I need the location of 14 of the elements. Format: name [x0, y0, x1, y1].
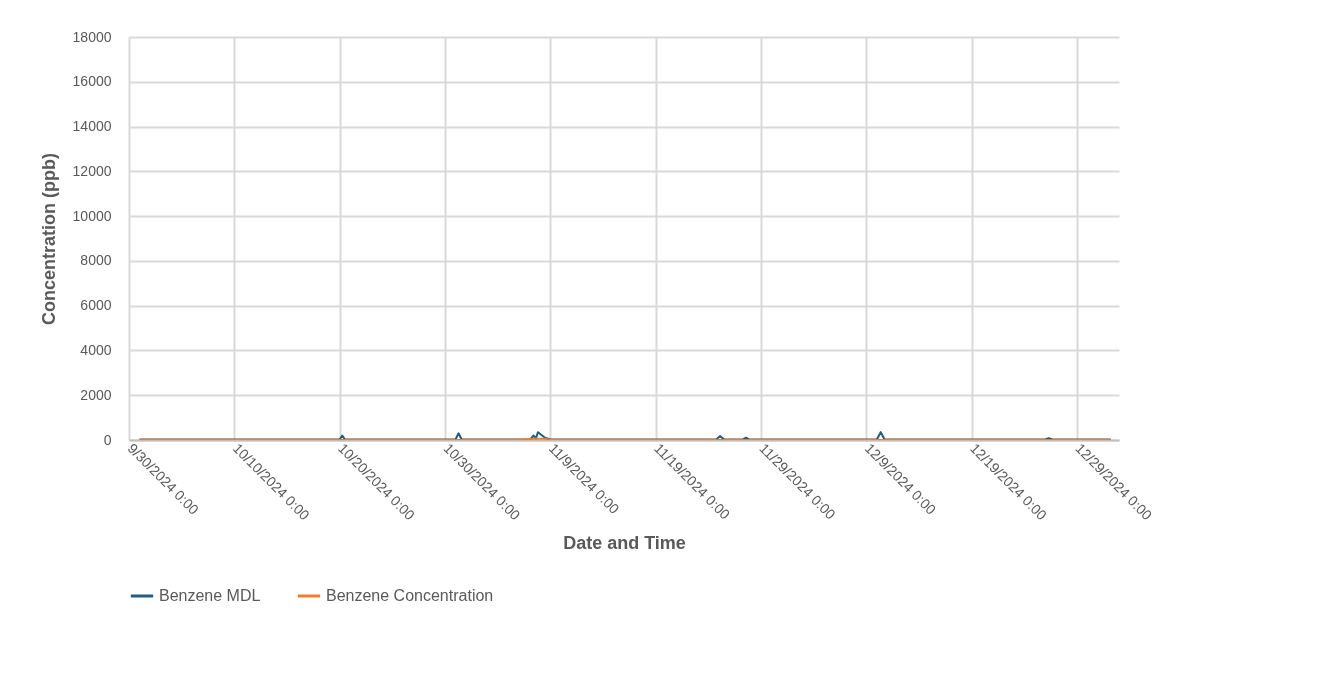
y-tick-label: 16000 — [72, 73, 112, 90]
y-tick-label: 12000 — [72, 162, 112, 179]
y-tick-label: 8000 — [80, 252, 112, 269]
y-axis-title: Concentration (ppb) — [38, 153, 59, 325]
x-axis-title: Date and Time — [563, 533, 686, 554]
y-tick-label: 0 — [103, 431, 112, 448]
y-tick-label: 14000 — [72, 118, 112, 135]
y-tick-label: 10000 — [72, 207, 112, 224]
y-tick-label: 18000 — [72, 28, 112, 45]
y-tick-label: 6000 — [80, 297, 112, 314]
legend-label: Benzene MDL — [159, 587, 261, 604]
legend-label: Benzene Concentration — [326, 587, 494, 604]
y-tick-label: 2000 — [80, 386, 112, 403]
y-tick-label: 4000 — [80, 341, 112, 358]
